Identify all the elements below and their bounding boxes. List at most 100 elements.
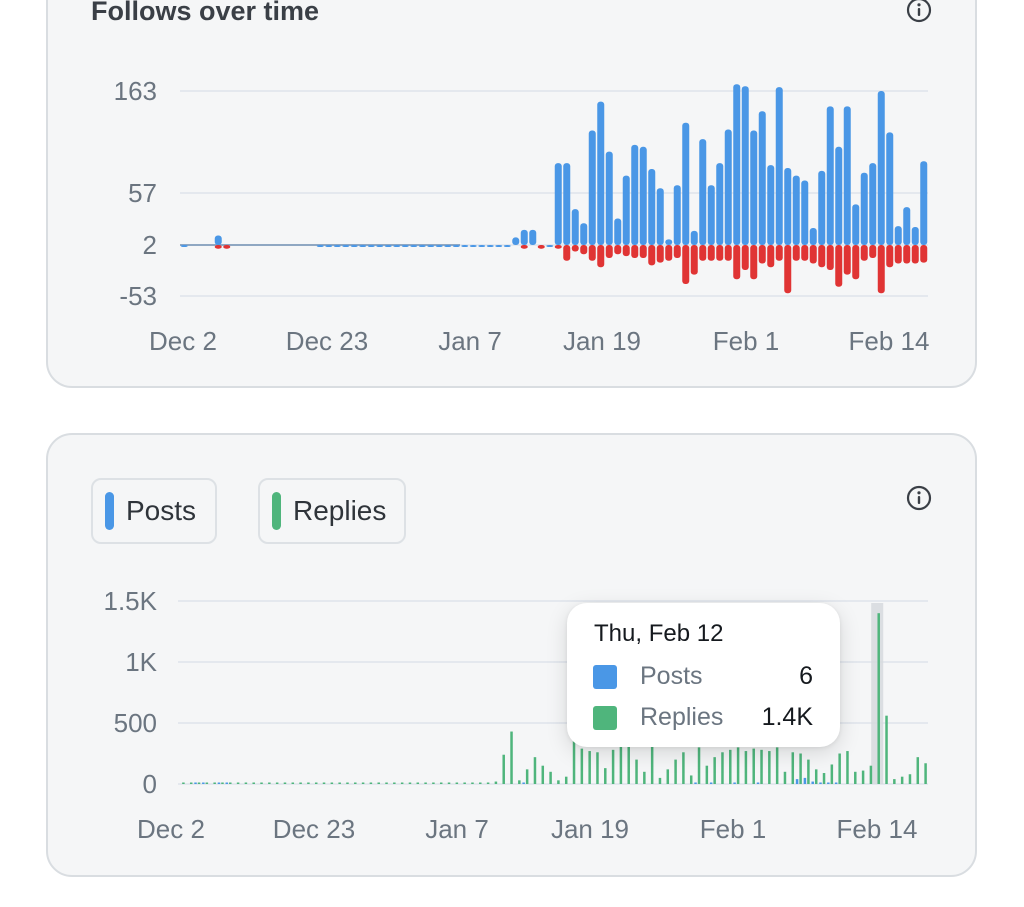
- bar-negative: [614, 245, 622, 255]
- replies-bar: [510, 731, 513, 784]
- replies-bar: [846, 751, 849, 784]
- replies-bar: [713, 757, 716, 784]
- bar-positive: [631, 144, 639, 245]
- tooltip-label-replies: Replies: [640, 703, 724, 731]
- bar-negative: [835, 245, 843, 287]
- replies-bar: [830, 764, 834, 784]
- bar-positive: [418, 245, 426, 247]
- replies-bar: [463, 782, 466, 784]
- bar-negative: [631, 245, 639, 258]
- bar-positive: [860, 172, 868, 245]
- bar-negative: [809, 245, 817, 264]
- y-tick-label: 0: [143, 769, 157, 799]
- replies-bar: [182, 782, 185, 784]
- bar-positive: [724, 129, 732, 245]
- x-tick-label: Dec 2: [149, 326, 217, 356]
- replies-bar: [658, 777, 662, 784]
- bar-positive: [546, 245, 554, 247]
- replies-bar: [439, 782, 443, 784]
- bar-negative: [894, 245, 902, 264]
- bar-negative: [741, 245, 749, 271]
- legend-chip-posts[interactable]: Posts: [91, 478, 217, 544]
- replies-bar: [322, 782, 326, 784]
- replies-bar: [760, 749, 763, 784]
- bar-positive: [571, 209, 579, 245]
- replies-bar: [564, 776, 568, 784]
- bar-negative: [580, 245, 588, 255]
- bar-positive: [214, 235, 222, 245]
- posts-bar: [803, 777, 807, 784]
- bar-positive: [835, 146, 843, 245]
- replies-bar: [197, 782, 201, 784]
- bar-positive: [410, 245, 418, 247]
- replies-bar: [885, 715, 888, 784]
- x-tick-label: Dec 23: [273, 814, 355, 844]
- bar-positive: [818, 170, 826, 245]
- bar-positive: [877, 91, 885, 245]
- replies-bar: [619, 743, 623, 784]
- replies-bar: [908, 774, 912, 784]
- replies-bar: [814, 769, 818, 784]
- info-circle-icon[interactable]: [906, 485, 932, 511]
- replies-bar: [697, 747, 701, 784]
- bar-negative: [724, 245, 732, 261]
- replies-bar: [861, 770, 865, 784]
- bar-negative: [554, 245, 562, 249]
- replies-bar: [447, 782, 451, 784]
- bar-positive: [512, 237, 520, 245]
- bar-negative: [767, 245, 775, 268]
- replies-bar: [424, 782, 427, 784]
- legend-chip-replies[interactable]: Replies: [258, 478, 406, 544]
- bar-positive: [614, 218, 622, 245]
- bar-negative: [911, 245, 919, 264]
- bar-positive: [707, 185, 715, 245]
- bar-positive: [920, 161, 928, 245]
- bar-negative: [860, 245, 868, 261]
- replies-bar: [213, 782, 216, 784]
- bar-positive: [826, 106, 834, 245]
- replies-bar: [525, 769, 529, 784]
- bar-positive: [733, 84, 741, 245]
- replies-bar: [869, 765, 873, 784]
- bar-positive: [180, 245, 188, 247]
- bar-negative: [605, 245, 613, 258]
- bar-positive: [401, 245, 409, 247]
- bar-positive: [750, 130, 758, 245]
- bar-negative: [699, 245, 707, 261]
- bar-negative: [537, 245, 545, 249]
- replies-bar: [627, 744, 630, 784]
- x-tick-label: Feb 14: [849, 326, 930, 356]
- replies-bar: [229, 782, 232, 784]
- bar-positive: [435, 245, 443, 247]
- bar-positive: [325, 245, 333, 247]
- bar-positive: [580, 223, 588, 245]
- replies-bar: [666, 769, 670, 784]
- bar-negative: [886, 245, 894, 268]
- info-circle-icon[interactable]: [906, 0, 932, 23]
- x-tick-label: Feb 1: [700, 814, 767, 844]
- bar-positive: [801, 180, 809, 245]
- bar-negative: [784, 245, 792, 294]
- bar-positive: [741, 86, 749, 245]
- tooltip-value-replies: 1.4K: [761, 703, 813, 731]
- tooltip-value-posts: 6: [799, 662, 813, 690]
- tooltip-label-posts: Posts: [640, 662, 703, 690]
- bar-positive: [792, 175, 800, 245]
- bar-negative: [648, 245, 656, 266]
- y-tick-label: 163: [114, 76, 157, 106]
- bar-positive: [478, 245, 486, 247]
- x-tick-label: Feb 14: [837, 814, 918, 844]
- replies-bar: [393, 782, 396, 784]
- bar-negative: [750, 245, 758, 280]
- bar-negative: [622, 245, 630, 257]
- replies-bar: [471, 782, 474, 784]
- replies-bar: [268, 782, 271, 784]
- replies-bar: [275, 782, 279, 784]
- bar-positive: [843, 106, 851, 245]
- replies-bar: [916, 757, 920, 784]
- bar-positive: [673, 185, 681, 245]
- bar-positive: [333, 245, 341, 247]
- replies-bar: [768, 751, 771, 784]
- replies-bar: [549, 771, 552, 784]
